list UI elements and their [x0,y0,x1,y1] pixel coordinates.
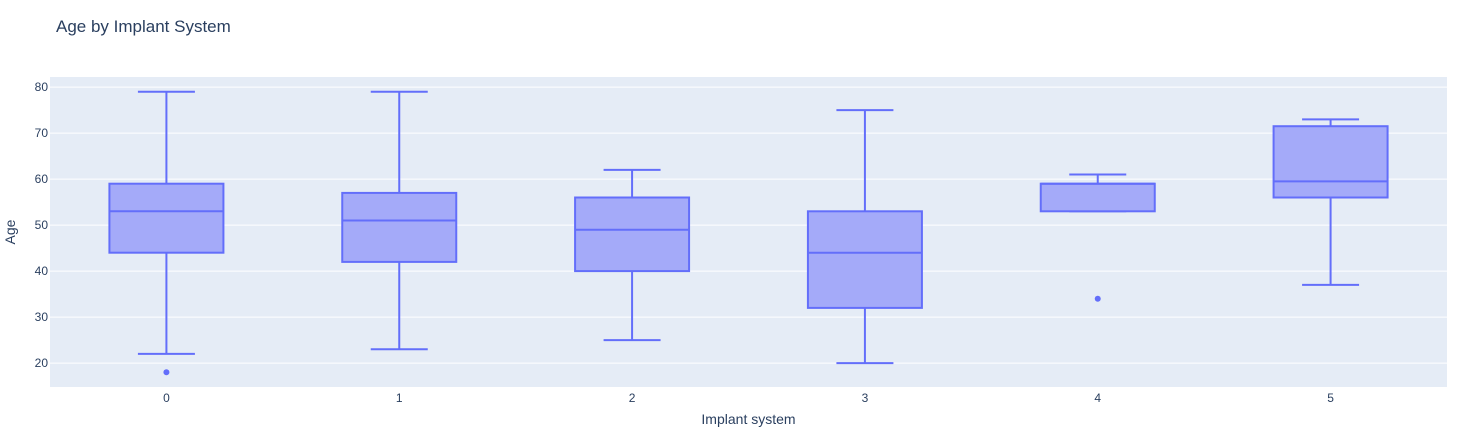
iqr-box [341,191,458,263]
x-axis-title: Implant system [701,411,795,427]
iqr-box [574,196,691,273]
box-series [108,90,1389,376]
x-tick-label: 3 [862,391,869,405]
gridlines [50,86,1447,364]
y-tick-label: 80 [35,80,49,94]
x-tick-label: 5 [1327,391,1334,405]
box-1 [341,90,458,351]
iqr-box [1272,125,1389,199]
y-tick-label: 70 [35,126,49,140]
plot-background [50,77,1447,387]
y-tick-label: 50 [35,218,49,232]
box-2 [574,168,691,342]
y-tick-label: 20 [35,356,49,370]
box-4 [1039,173,1156,302]
outlier-point [1094,295,1101,302]
box-0 [108,90,225,376]
iqr-box [806,210,923,309]
x-tick-label: 0 [163,391,170,405]
box-5 [1272,118,1389,286]
box-3 [806,109,923,365]
y-tick-labels: 20 30 40 50 60 70 80 [35,80,49,370]
x-tick-label: 4 [1094,391,1101,405]
x-tick-labels: 0 1 2 3 4 5 [163,391,1334,405]
y-tick-label: 60 [35,172,49,186]
y-axis-title: Age [2,219,18,244]
y-tick-label: 30 [35,310,49,324]
chart-title: Age by Implant System [56,17,231,36]
x-tick-label: 2 [629,391,636,405]
outlier-point [163,369,170,376]
y-tick-label: 40 [35,264,49,278]
iqr-box [108,182,225,254]
x-tick-label: 1 [396,391,403,405]
iqr-box [1039,182,1156,213]
